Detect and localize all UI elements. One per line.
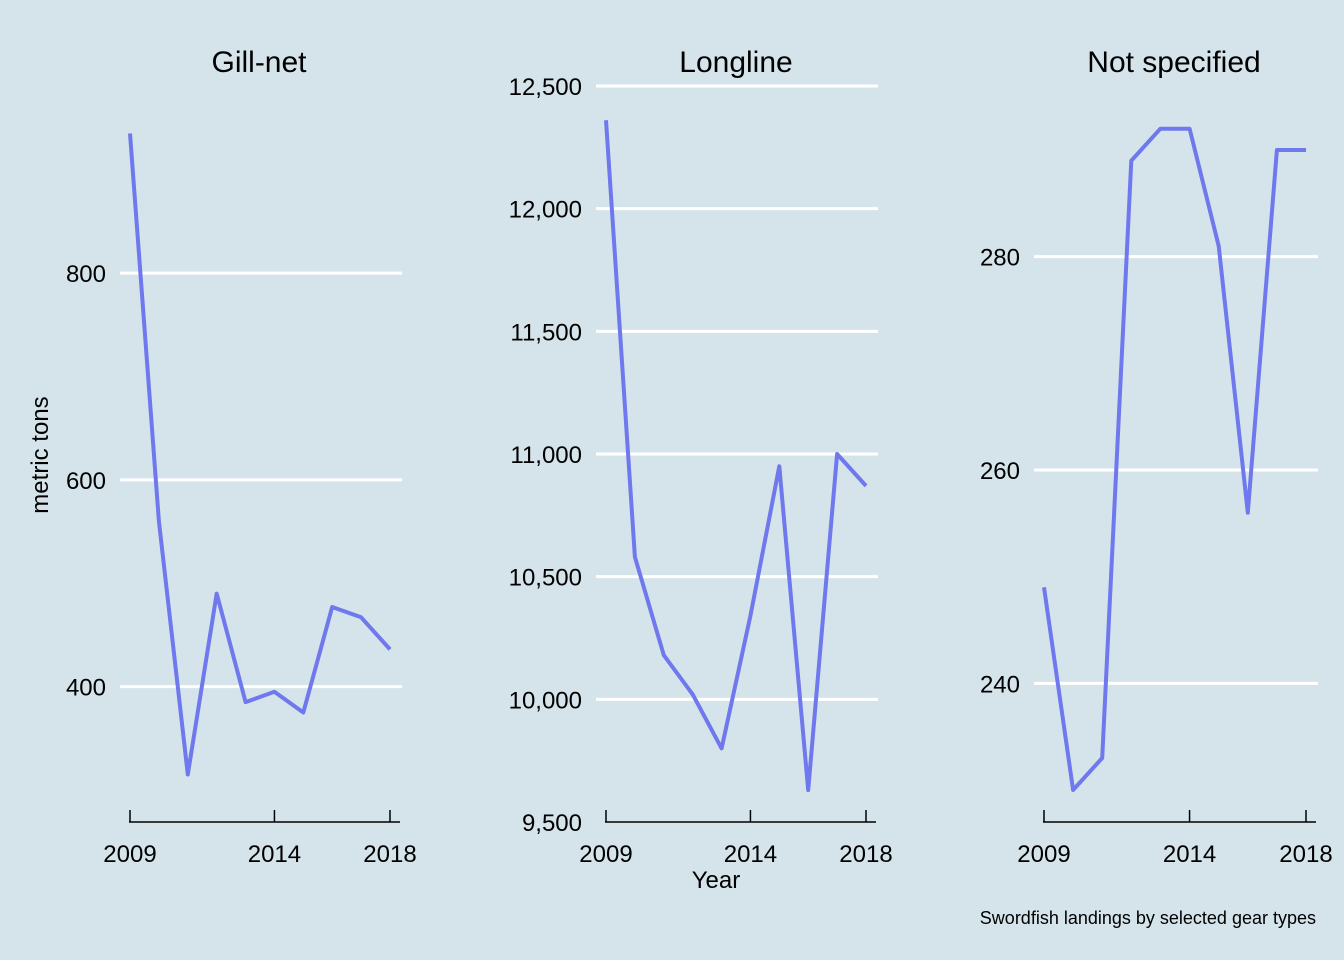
y-tick-label: 10,000	[509, 687, 582, 714]
y-tick-label: 280	[980, 245, 1020, 272]
y-tick-label: 260	[980, 458, 1020, 485]
y-tick-label: 600	[66, 468, 106, 495]
panel-title: Not specified	[1087, 46, 1260, 79]
y-tick-label: 11,000	[510, 442, 582, 469]
panel-not-specified: 240 260 280 2009 2014 2018 Not specified	[980, 46, 1333, 868]
panel-title: Longline	[679, 46, 792, 79]
y-tick-label: 12,500	[509, 74, 582, 101]
panels-layer: 400 600 800 2009 2014 2018 Gill-net 9,500 10,000…	[66, 46, 1333, 868]
x-tick-label: 2014	[1163, 841, 1216, 868]
y-tick-label: 11,500	[510, 319, 582, 346]
y-tick-label: 400	[66, 675, 106, 702]
series-line	[1042, 126, 1306, 792]
y-tick-label: 12,000	[509, 197, 582, 224]
chart-caption: Swordfish landings by selected gear type…	[980, 908, 1316, 928]
x-tick-label: 2018	[839, 841, 892, 868]
x-tick-label: 2009	[1017, 841, 1070, 868]
y-tick-label: 800	[66, 261, 106, 288]
series-line	[604, 120, 868, 793]
panel-longline: 9,500 10,000 10,500 11,000 11,500 12,000 12,50…	[509, 46, 893, 868]
x-tick-label: 2009	[103, 841, 156, 868]
y-tick-label: 240	[980, 671, 1020, 698]
panel-gill-net: 400 600 800 2009 2014 2018 Gill-net	[66, 46, 417, 868]
x-tick-label: 2018	[363, 841, 416, 868]
y-axis-label: metric tons	[27, 396, 54, 513]
y-tick-label: 10,500	[509, 565, 582, 592]
panel-title: Gill-net	[211, 46, 307, 79]
y-tick-label: 9,500	[522, 810, 582, 837]
x-tick-label: 2018	[1279, 841, 1332, 868]
series-line	[128, 133, 392, 777]
x-axis-label: Year	[692, 867, 741, 894]
x-tick-label: 2014	[724, 841, 777, 868]
x-tick-label: 2014	[248, 841, 301, 868]
x-tick-label: 2009	[579, 841, 632, 868]
